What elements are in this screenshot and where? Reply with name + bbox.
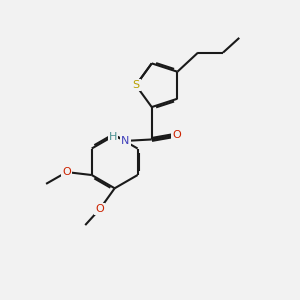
Text: O: O — [96, 204, 104, 214]
Text: S: S — [132, 80, 140, 90]
Text: H: H — [109, 132, 117, 142]
Text: O: O — [172, 130, 181, 140]
Text: N: N — [121, 136, 129, 146]
Text: O: O — [62, 167, 71, 177]
